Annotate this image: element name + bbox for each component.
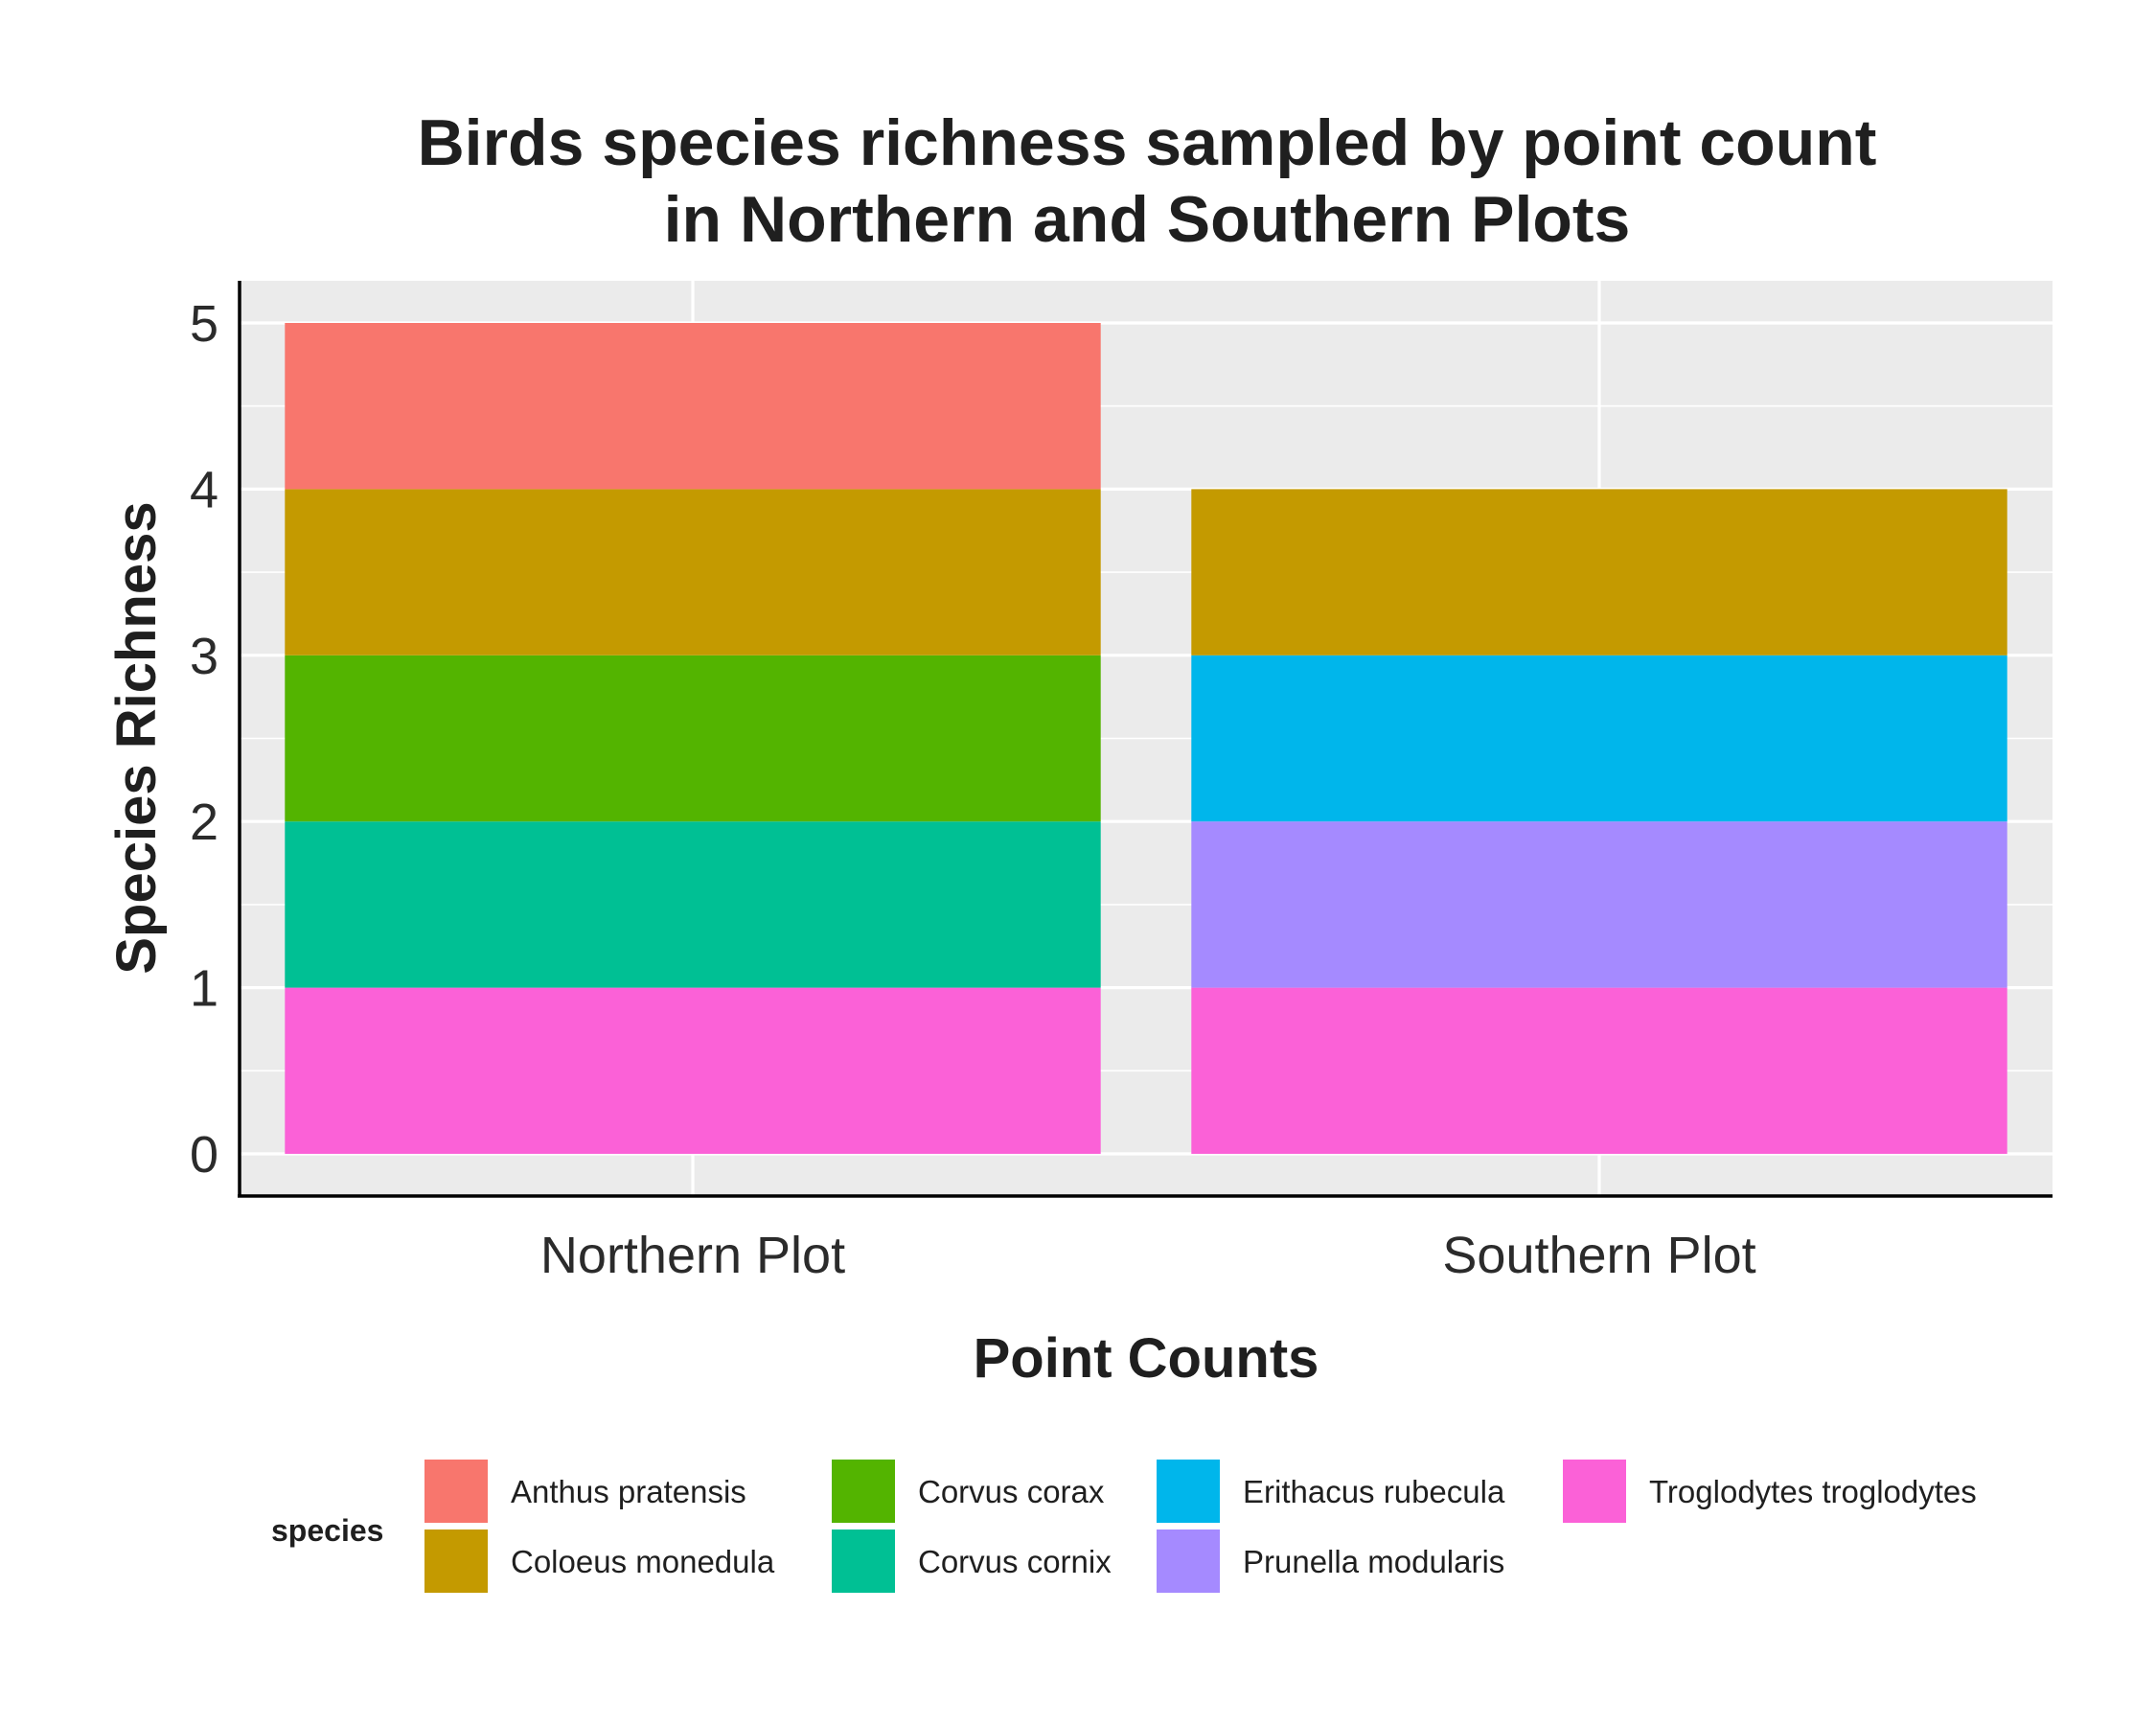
bar-segment-southern-plot-erithacus-rubecula bbox=[1191, 655, 2007, 822]
chart-title-line-2: in Northern and Southern Plots bbox=[664, 183, 1631, 256]
y-tick-labels: 0 1 2 3 4 5 bbox=[190, 295, 218, 1184]
legend-swatch bbox=[832, 1460, 895, 1523]
y-tick-label: 5 bbox=[190, 295, 218, 353]
bar-segment-northern-plot-corvus-cornix bbox=[285, 821, 1101, 988]
legend-label: Corvus cornix bbox=[918, 1544, 1112, 1579]
legend-swatch bbox=[1563, 1460, 1626, 1523]
bar-segment-northern-plot-anthus-pratensis bbox=[285, 323, 1101, 490]
chart-title-line-1: Birds species richness sampled by point … bbox=[418, 106, 1877, 179]
legend-label: Corvus corax bbox=[918, 1474, 1105, 1509]
legend-title: species bbox=[271, 1513, 383, 1548]
legend-label: Prunella modularis bbox=[1243, 1544, 1504, 1579]
legend-label: Erithacus rubecula bbox=[1243, 1474, 1505, 1509]
legend-swatch bbox=[1157, 1460, 1220, 1523]
legend-swatch bbox=[1157, 1530, 1220, 1593]
legend-swatch bbox=[424, 1460, 488, 1523]
bar-segment-southern-plot-troglodytes-troglodytes bbox=[1191, 987, 2007, 1154]
legend: species Anthus pratensis Coloeus monedula… bbox=[271, 1460, 1977, 1593]
y-tick-label: 4 bbox=[190, 461, 218, 518]
bar-segment-northern-plot-coloeus-monedula bbox=[285, 489, 1101, 656]
x-axis-title: Point Counts bbox=[974, 1327, 1319, 1390]
x-tick-labels: Northern Plot Southern Plot bbox=[540, 1227, 1756, 1284]
y-tick-label: 1 bbox=[190, 960, 218, 1018]
bar-segments bbox=[285, 323, 2007, 1154]
y-tick-label: 2 bbox=[190, 794, 218, 851]
bar-segment-northern-plot-troglodytes-troglodytes bbox=[285, 987, 1101, 1154]
bar-segment-southern-plot-coloeus-monedula bbox=[1191, 489, 2007, 656]
legend-label: Anthus pratensis bbox=[511, 1474, 746, 1509]
legend-label: Coloeus monedula bbox=[511, 1544, 775, 1579]
legend-label: Troglodytes troglodytes bbox=[1649, 1474, 1977, 1509]
y-tick-label: 3 bbox=[190, 628, 218, 685]
x-tick-label: Northern Plot bbox=[540, 1227, 845, 1284]
legend-swatch bbox=[832, 1530, 895, 1593]
bar-segment-northern-plot-corvus-corax bbox=[285, 655, 1101, 822]
legend-swatch bbox=[424, 1530, 488, 1593]
y-tick-label: 0 bbox=[190, 1126, 218, 1184]
y-axis-title: Species Richness bbox=[105, 501, 168, 974]
x-tick-label: Southern Plot bbox=[1442, 1227, 1755, 1284]
bar-segment-southern-plot-prunella-modularis bbox=[1191, 821, 2007, 988]
